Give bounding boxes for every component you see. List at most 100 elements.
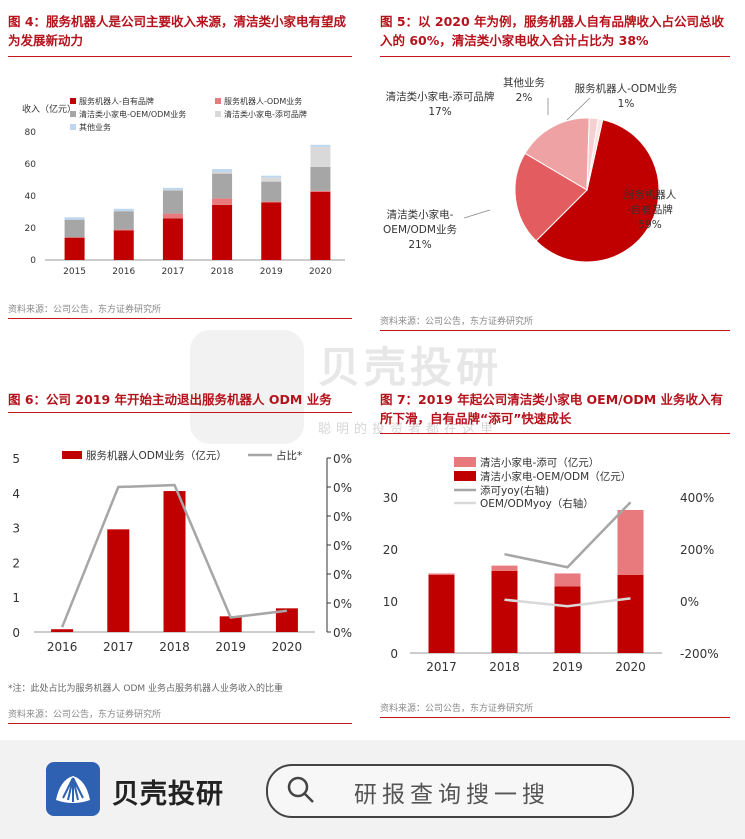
fig4-source: 资料来源：公司公告，东方证券研究所 [8,305,162,315]
fig5-chart: 服务机器人 -自有品牌 59% 清洁类小家电- OEM/ODM业务 21% 清洁类小家电-添… [383,76,678,263]
fig4-bar [113,211,134,230]
fig4-xtick: 2015 [63,267,86,277]
fig4-bar [310,192,331,260]
fig4-title: 图 4：服务机器人是公司主要收入来源，清洁类小家电有望成为发展新动力 [8,14,347,48]
fig7-xtick: 2018 [489,660,520,674]
fig5-slice-label: 其他业务 [503,76,545,89]
fig6-legend-swatch [62,451,82,459]
fig4-panel: 图 4：服务机器人是公司主要收入来源，清洁类小家电有望成为发展新动力 收入（亿元… [0,0,365,330]
fig7-xtick: 2017 [426,660,457,674]
fig7-bar [554,586,581,653]
fig4-legend-label: 清洁类小家电-添可品牌 [224,109,307,119]
fig6-bar [275,608,298,632]
fig6-top-rule [8,412,352,413]
fig5-top-rule [380,56,730,57]
fig4-bar [261,175,282,178]
fig4-xtick: 2019 [260,267,283,277]
fig5-slice-label: 1% [618,98,635,110]
fig6-bar [107,529,130,632]
fig4-ylabel: 收入（亿元） [22,103,76,115]
fig4-ytick: 0 [30,256,36,266]
fig4-top-rule [8,56,352,57]
fig4-bar [212,204,233,260]
fig5-slice-label: 服务机器人-ODM业务 [575,82,678,95]
fig7-source: 资料来源：公司公告，东方证券研究所 [380,704,534,714]
fig4-legend-label: 清洁类小家电-OEM/ODM业务 [79,109,186,119]
fig5-panel: 图 5：以 2020 年为例，服务机器人自有品牌收入占公司总收入的 60%，清洁… [372,0,745,335]
fig4-bar [261,177,282,182]
fig6-ytick: 4 [12,487,20,501]
fig7-xtick: 2020 [615,660,646,674]
fig5-slice-label: 17% [428,106,451,118]
fig4-bar [64,237,85,260]
watermark-logo-icon [190,330,304,444]
fig4-legend-swatch [215,111,221,117]
fig4-bottom-rule [8,318,352,319]
fig6-chart: 服务机器人ODM业务（亿元） 占比* 0 1 2 3 4 5 0% 0% 0% 0% 0% 0% 0% 201… [12,449,352,654]
fig4-bar [212,169,233,172]
fig7-y2tick: 400% [680,491,714,505]
fig4-bar [212,173,233,199]
fig6-ytick: 0 [12,626,20,640]
fig7-y2tick: 200% [680,543,714,557]
fig6-y2tick: 0% [333,539,352,553]
fig4-bar [113,208,134,212]
fig5-slice-label: -自有品牌 [627,203,673,216]
fig4-legend-swatch [70,111,76,117]
search-input[interactable]: 研报查询搜一搜 [354,782,550,808]
fig6-legend-label: 服务机器人ODM业务（亿元） [86,449,227,462]
fig6-ytick: 2 [12,556,20,570]
fig6-y2tick: 0% [333,481,352,495]
fig6-xtick: 2016 [47,640,78,654]
fig4-ytick: 40 [25,192,37,202]
fig6-bar [51,629,74,632]
fig4-xtick: 2018 [211,267,234,277]
fig6-xtick: 2019 [215,640,246,654]
fig7-y2tick: 0% [680,595,699,609]
fig7-ytick: 30 [383,491,398,505]
fig6-note: *注：此处占比为服务机器人 ODM 业务占服务机器人业务收入的比重 [8,684,284,694]
fig7-legend-swatch [454,457,476,467]
fig7-top-rule [380,433,730,434]
fig6-y2tick: 0% [333,568,352,582]
fig4-bar [113,230,134,260]
fig7-legend-label: 清洁小家电-OEM/ODM（亿元） [480,470,631,483]
fig4-bar [162,187,183,190]
fig6-y2tick: 0% [333,510,352,524]
fig5-pie-slice [524,117,590,191]
fig6-y2tick: 0% [333,452,352,466]
fig7-ytick: 20 [383,543,398,557]
magnifier-icon[interactable] [286,775,316,805]
fig5-slice-label: 服务机器人 [624,188,677,201]
fig7-bar [617,575,644,653]
app-logo-text[interactable]: 贝壳投研 [112,779,224,810]
search-box[interactable] [266,764,634,818]
fig7-bottom-rule [380,717,730,718]
fig4-ytick: 20 [25,224,37,234]
fig6-legend-label: 占比* [276,449,302,462]
fig6-y2tick: 0% [333,626,352,640]
fig7-bar [617,510,644,575]
fig4-bar [310,190,331,192]
fig5-slice-label: 59% [638,219,661,231]
fig4-bar [162,190,183,214]
fig5-pie-slice [586,118,604,191]
fig6-line-series [60,483,288,628]
fig6-ytick: 3 [12,522,20,536]
fig4-bar [261,201,282,203]
fig4-bar [162,213,183,219]
fig6-bar [219,616,242,632]
fig4-bar [310,166,331,191]
fig4-xtick: 2020 [309,267,332,277]
fig6-title: 图 6：公司 2019 年开始主动退出服务机器人 ODM 业务 [8,392,332,407]
fig4-legend-label: 服务机器人-自有品牌 [79,96,154,106]
fig6-xtick: 2020 [272,640,303,654]
fig7-ytick: 10 [383,595,398,609]
fig7-line-series [504,501,632,569]
fig7-title: 图 7：2019 年起公司清洁类小家电 OEM/ODM 业务收入有所下滑，自有品… [380,392,724,426]
fig5-pie-slice [535,119,660,263]
fig6-bottom-rule [8,723,352,724]
fig4-bar [162,218,183,260]
beike-shell-icon[interactable] [46,762,100,816]
fig4-legend-label: 其他业务 [79,122,111,132]
